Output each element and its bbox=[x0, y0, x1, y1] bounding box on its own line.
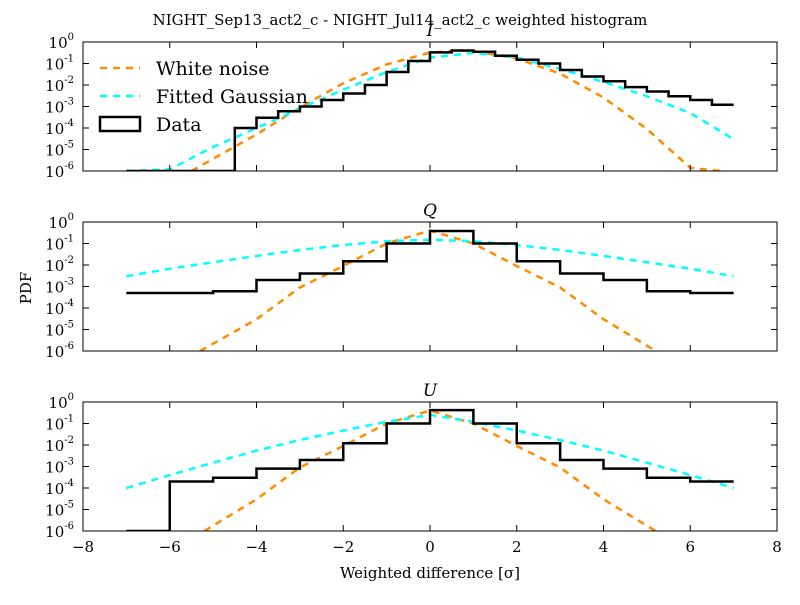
series-data bbox=[126, 49, 734, 171]
x-tick-label: 4 bbox=[599, 538, 609, 556]
y-tick-label: 10-5 bbox=[45, 140, 74, 160]
legend-item-white-noise: White noise bbox=[100, 58, 270, 80]
series-white-noise bbox=[190, 49, 721, 171]
y-tick-label: 100 bbox=[49, 212, 74, 232]
y-tick-label: 10-1 bbox=[45, 234, 74, 254]
legend-item-fitted-gaussian: Fitted Gaussian bbox=[100, 86, 308, 108]
series-white-noise bbox=[203, 409, 657, 531]
series-fitted-gaussian bbox=[126, 238, 734, 278]
plot-area bbox=[126, 408, 734, 531]
y-tick-label: 10-1 bbox=[45, 54, 74, 74]
legend-label: Data bbox=[156, 114, 202, 136]
x-tick-label: −2 bbox=[332, 538, 354, 556]
legend: White noise Fitted Gaussian Data bbox=[98, 58, 308, 136]
panel-title: I bbox=[426, 21, 434, 41]
y-tick-label: 10-3 bbox=[45, 97, 74, 117]
series-data bbox=[126, 229, 734, 295]
x-axis-label: Weighted difference [σ] bbox=[340, 564, 520, 582]
x-tick-label: −6 bbox=[159, 538, 181, 556]
plot-area bbox=[126, 229, 734, 351]
y-tick-label: 10-4 bbox=[45, 118, 74, 138]
y-tick-label: 10-2 bbox=[45, 255, 74, 275]
y-tick-label: 100 bbox=[49, 32, 74, 52]
y-axis-label: PDF bbox=[17, 272, 35, 305]
figure-title: NIGHT_Sep13_act2_c - NIGHT_Jul14_act2_c … bbox=[153, 11, 648, 29]
y-tick-label: 100 bbox=[49, 392, 74, 412]
y-tick-label: 10-4 bbox=[45, 478, 74, 498]
x-tick-label: 6 bbox=[685, 538, 695, 556]
x-tick-label: 0 bbox=[425, 538, 435, 556]
y-tick-label: 10-6 bbox=[45, 161, 74, 181]
y-tick-label: 10-5 bbox=[45, 500, 74, 520]
panel-title: U bbox=[423, 381, 438, 401]
series-white-noise bbox=[199, 229, 657, 351]
panel-title: Q bbox=[423, 201, 437, 221]
legend-label: Fitted Gaussian bbox=[156, 86, 308, 108]
plot-area bbox=[126, 49, 735, 171]
y-tick-label: 10-3 bbox=[45, 457, 74, 477]
x-tick-label: −8 bbox=[72, 538, 94, 556]
y-tick-label: 10-4 bbox=[45, 298, 74, 318]
y-tick-label: 10-6 bbox=[45, 521, 74, 541]
x-tick-label: 2 bbox=[512, 538, 522, 556]
y-tick-label: 10-6 bbox=[45, 341, 74, 361]
legend-swatch bbox=[98, 115, 142, 133]
series-data bbox=[126, 408, 734, 531]
x-tick-label: −4 bbox=[245, 538, 267, 556]
y-tick-label: 10-2 bbox=[45, 435, 74, 455]
x-tick-label: 8 bbox=[772, 538, 782, 556]
y-tick-label: 10-2 bbox=[45, 75, 74, 95]
legend-label: White noise bbox=[156, 58, 270, 80]
y-tick-label: 10-5 bbox=[45, 320, 74, 340]
y-tick-label: 10-3 bbox=[45, 277, 74, 297]
y-tick-label: 10-1 bbox=[45, 414, 74, 434]
legend-item-data: Data bbox=[98, 114, 202, 136]
